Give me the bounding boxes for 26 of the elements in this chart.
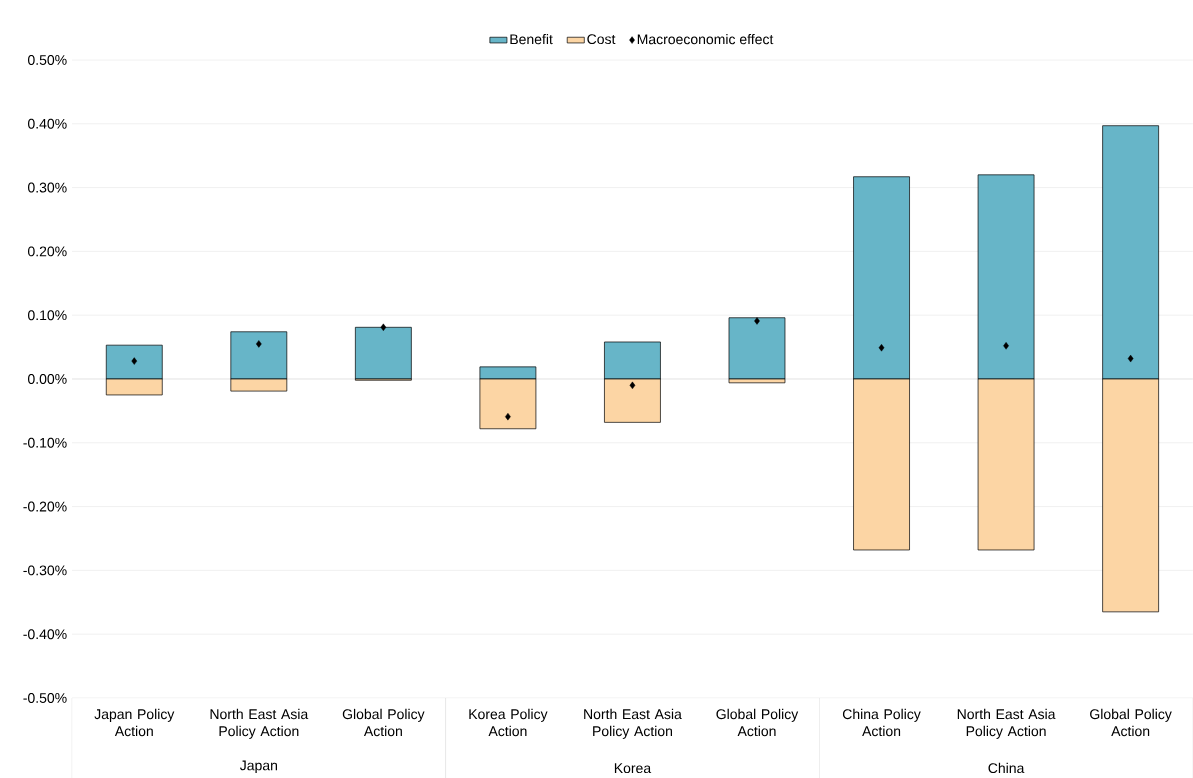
y-tick-label: -0.20% bbox=[23, 501, 67, 512]
y-tick-label: 0.20% bbox=[28, 246, 67, 257]
x-tick-label: Global Policy Action bbox=[342, 708, 425, 737]
legend-label: Benefit bbox=[510, 33, 553, 45]
y-tick-label: -0.40% bbox=[23, 629, 67, 640]
legend-label: Cost bbox=[587, 34, 616, 45]
y-tick-label: 0.40% bbox=[28, 118, 67, 129]
x-tick-label: Global Policy Action bbox=[1090, 708, 1172, 737]
y-tick-label: 0.00% bbox=[28, 374, 67, 384]
x-tick-label: China Policy Action bbox=[842, 708, 921, 737]
y-tick-label: -0.10% bbox=[23, 437, 67, 448]
legend-label: Macroeconomic effect bbox=[637, 33, 774, 45]
x-tick-label: Global Policy Action bbox=[716, 708, 799, 737]
y-tick-label: 0.10% bbox=[28, 310, 67, 321]
x-tick-label: Japan Policy Action bbox=[94, 708, 175, 737]
text: Japan bbox=[239, 760, 277, 774]
y-tick-label: 0.50% bbox=[28, 55, 67, 65]
x-tick-label: North East Asia Policy Action bbox=[957, 708, 1056, 739]
text: Korea bbox=[614, 763, 652, 774]
y-tick-label: -0.50% bbox=[23, 693, 67, 703]
text: China bbox=[988, 762, 1025, 774]
x-tick-label: North East Asia Policy Action bbox=[210, 708, 309, 739]
y-tick-label: 0.30% bbox=[28, 182, 67, 193]
y-tick-label: -0.30% bbox=[23, 565, 67, 576]
x-tick-label: North East Asia Policy Action bbox=[584, 708, 682, 739]
x-tick-label: Korea Policy Action bbox=[469, 708, 548, 737]
